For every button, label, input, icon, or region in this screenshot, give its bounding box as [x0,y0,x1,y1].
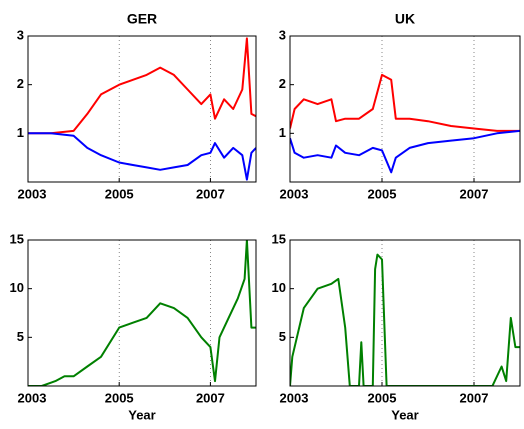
axes-box [289,239,521,387]
x-tick-label: 2003 [280,390,309,405]
y-tick-label: 5 [279,329,286,344]
y-tick-label: 1 [17,125,24,140]
series-line [28,240,256,386]
x-tick-label: 2003 [18,186,47,201]
series-line [290,73,520,132]
y-tick-label: 10 [10,280,24,295]
x-tick-label: 2007 [196,390,225,405]
y-tick-label: 15 [10,231,24,246]
x-tick-label: 2005 [105,186,134,201]
chart-title: GER [127,11,157,27]
x-tick-label: 2007 [460,390,489,405]
series-line [28,37,256,135]
axes-box [27,239,257,387]
series-line [28,132,256,181]
y-tick-label: 15 [272,231,286,246]
y-tick-label: 3 [17,27,24,42]
x-tick-label: 2003 [280,186,309,201]
axes-box [27,35,257,183]
y-tick-label: 1 [279,125,286,140]
chart-title: UK [395,11,415,27]
y-tick-label: 5 [17,329,24,344]
x-axis-label: Year [391,407,418,422]
series-line [290,129,520,174]
series-line [290,253,520,386]
y-tick-label: 3 [279,27,286,42]
x-tick-label: 2007 [196,186,225,201]
y-tick-label: 10 [272,280,286,295]
axes-box [289,35,521,183]
y-tick-label: 2 [17,76,24,91]
x-axis-label: Year [128,407,155,422]
x-tick-label: 2005 [368,186,397,201]
x-tick-label: 2005 [105,390,134,405]
y-tick-label: 2 [279,76,286,91]
x-tick-label: 2005 [368,390,397,405]
x-tick-label: 2007 [460,186,489,201]
x-tick-label: 2003 [18,390,47,405]
